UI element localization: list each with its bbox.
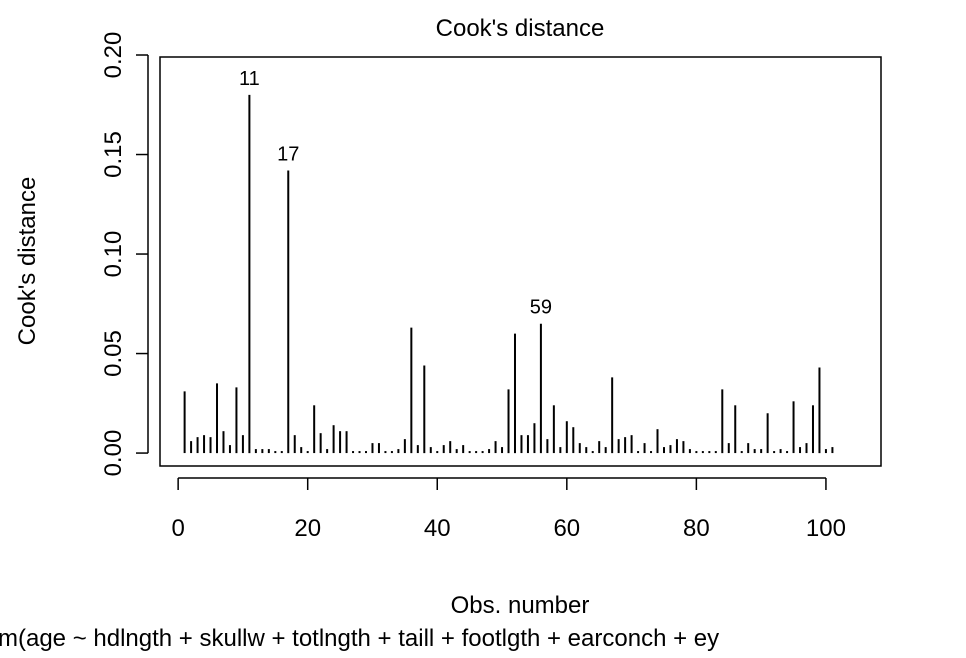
x-tick-label: 100 bbox=[806, 515, 846, 542]
y-tick-label: 0.00 bbox=[100, 430, 127, 477]
y-tick-label: 0.05 bbox=[100, 330, 127, 377]
x-tick-label: 0 bbox=[171, 515, 184, 542]
y-tick-label: 0.20 bbox=[100, 32, 127, 79]
x-tick-label: 20 bbox=[294, 515, 321, 542]
x-tick-label: 80 bbox=[683, 515, 710, 542]
point-label: 17 bbox=[277, 143, 299, 165]
y-tick-label: 0.10 bbox=[100, 231, 127, 278]
point-label: 11 bbox=[239, 68, 260, 90]
y-axis-label: Cook's distance bbox=[14, 177, 41, 346]
point-label: 59 bbox=[530, 297, 552, 319]
chart-title: Cook's distance bbox=[436, 15, 605, 42]
x-axis-label: Obs. number bbox=[451, 592, 590, 619]
x-tick-label: 60 bbox=[553, 515, 580, 542]
plot-box bbox=[159, 56, 882, 467]
x-tick-label: 40 bbox=[424, 515, 451, 542]
subtitle: m(age ~ hdlngth + skullw + totlngth + ta… bbox=[0, 625, 719, 652]
y-tick-label: 0.15 bbox=[100, 131, 127, 178]
